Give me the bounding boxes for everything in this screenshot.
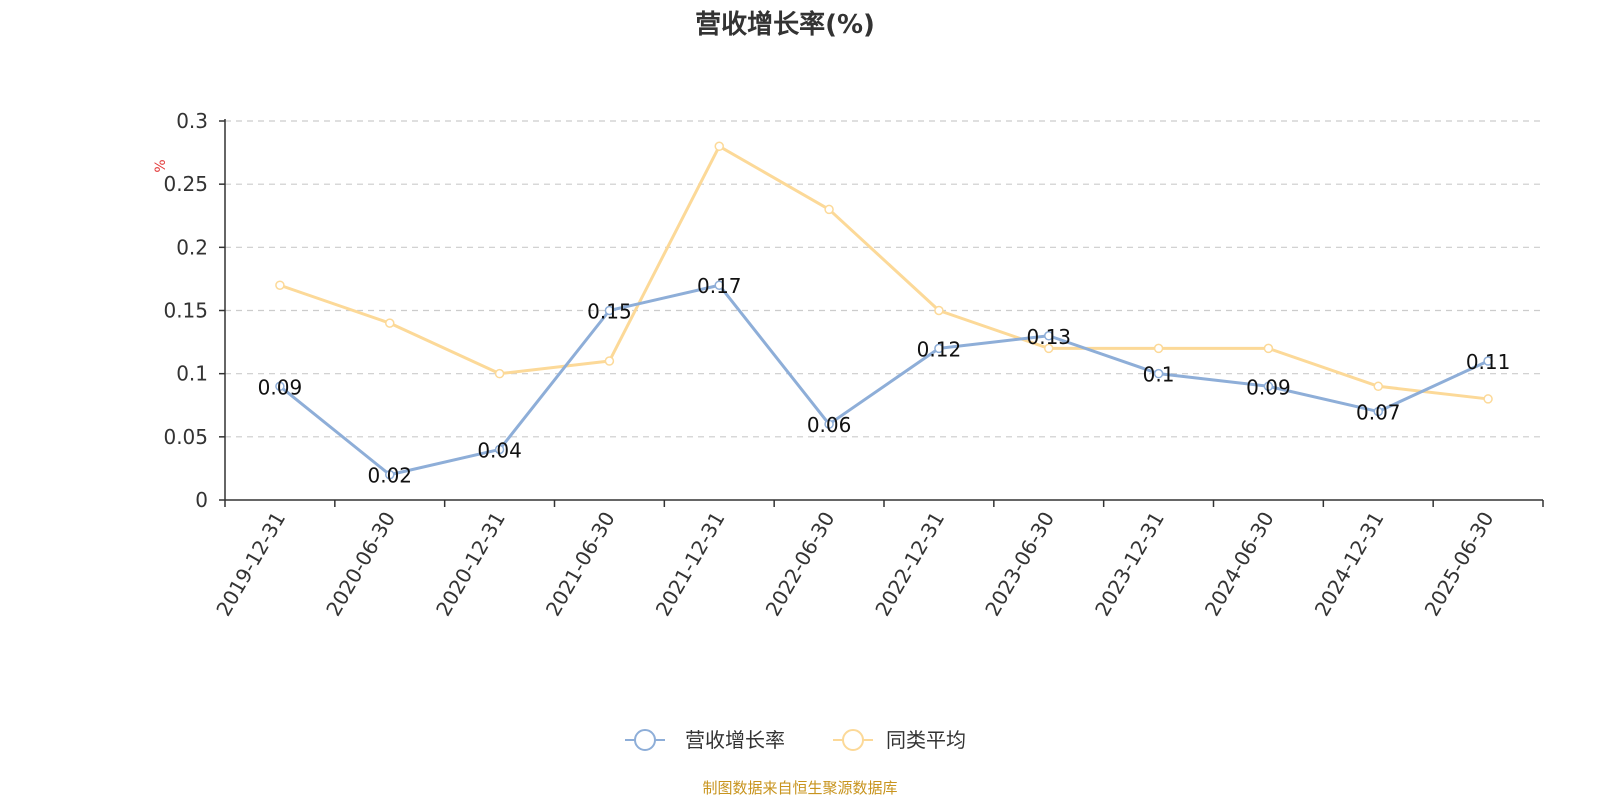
series-line-1: [279, 144, 1489, 401]
data-source-note: 制图数据来自恒生聚源数据库: [702, 779, 897, 797]
y-tick-label: 0.25: [163, 172, 208, 196]
data-label: 0.15: [587, 300, 632, 324]
data-point[interactable]: [1483, 394, 1493, 404]
data-point[interactable]: [604, 305, 615, 316]
legend-item-peer-average[interactable]: 同类平均: [833, 728, 966, 752]
data-point[interactable]: [1373, 406, 1383, 417]
x-tick-label: 2022-06-30: [761, 508, 840, 621]
data-point[interactable]: [824, 204, 834, 215]
y-tick-label: 0.05: [163, 425, 208, 449]
data-label: 0.1: [1143, 363, 1175, 387]
x-tick-label: 2024-06-30: [1200, 508, 1279, 621]
data-point[interactable]: [714, 280, 724, 290]
y-tick-label: 0.1: [176, 362, 208, 386]
y-tick-label: 0.15: [163, 299, 208, 323]
data-label: 0.13: [1026, 325, 1071, 349]
data-point[interactable]: [385, 469, 395, 480]
grid-lines: [225, 120, 1543, 438]
data-point[interactable]: [1153, 368, 1164, 379]
data-point[interactable]: [1263, 381, 1274, 392]
x-tick-label: 2020-12-31: [431, 508, 510, 621]
data-point[interactable]: [1373, 381, 1383, 392]
y-tick-label: 0: [195, 488, 208, 512]
data-point[interactable]: [824, 419, 834, 429]
data-point[interactable]: [1153, 343, 1164, 354]
data-point[interactable]: [1483, 356, 1493, 366]
data-point[interactable]: [275, 280, 285, 290]
x-tick-label: 2023-12-31: [1090, 508, 1169, 621]
y-tick-label: 0.2: [176, 235, 208, 259]
data-point[interactable]: [1044, 331, 1054, 341]
data-label: 0.06: [807, 413, 852, 437]
data-point[interactable]: [385, 318, 395, 328]
data-labels: 0.09 0.02 0.04 0.15 0.17 0.06 0.12 0.13 0.1 0.09 0…: [258, 274, 1511, 488]
data-label: 0.04: [477, 438, 522, 462]
x-tick-label: 2020-06-30: [321, 508, 400, 621]
axes: 0 0.05 0.1 0.15 0.2 0.25 0.3 2019-12-31 2020-06-…: [163, 109, 1544, 621]
y-unit-label: %: [153, 159, 169, 172]
legend-marker-icon: [842, 729, 864, 751]
data-point[interactable]: [604, 356, 615, 366]
legend-item-revenue-growth[interactable]: 营收增长率: [625, 728, 785, 752]
data-label: 0.07: [1356, 401, 1401, 425]
x-tick-label: 2019-12-31: [211, 508, 290, 621]
data-label: 0.09: [258, 375, 303, 399]
legend-label: 营收增长率: [685, 728, 785, 752]
data-point[interactable]: [714, 141, 724, 152]
data-point[interactable]: [934, 305, 944, 316]
data-point[interactable]: [934, 343, 944, 354]
data-point[interactable]: [275, 381, 285, 392]
data-label: 0.09: [1246, 375, 1291, 399]
data-point[interactable]: [1044, 343, 1054, 354]
data-point[interactable]: [1263, 343, 1274, 354]
x-tick-label: 2025-06-30: [1420, 508, 1499, 621]
data-point[interactable]: [494, 368, 505, 379]
series-line-0: [278, 283, 1489, 477]
legend-marker-icon: [634, 729, 656, 751]
legend-label: 同类平均: [886, 728, 966, 752]
x-tick-label: 2022-12-31: [870, 508, 949, 621]
x-tick-label: 2023-06-30: [980, 508, 1059, 621]
data-point[interactable]: [494, 444, 505, 455]
chart-title: 营收增长率(%): [695, 9, 875, 40]
data-label: 0.02: [367, 464, 412, 488]
x-tick-label: 2021-06-30: [541, 508, 620, 621]
x-tick-label: 2024-12-31: [1310, 508, 1389, 621]
x-tick-label: 2021-12-31: [651, 508, 730, 621]
data-label: 0.11: [1466, 350, 1511, 374]
data-label: 0.12: [917, 337, 962, 361]
data-label: 0.17: [697, 274, 742, 298]
y-tick-label: 0.3: [176, 109, 208, 133]
series-lines: [275, 141, 1493, 480]
legend: 营收增长率 同类平均: [625, 728, 966, 752]
